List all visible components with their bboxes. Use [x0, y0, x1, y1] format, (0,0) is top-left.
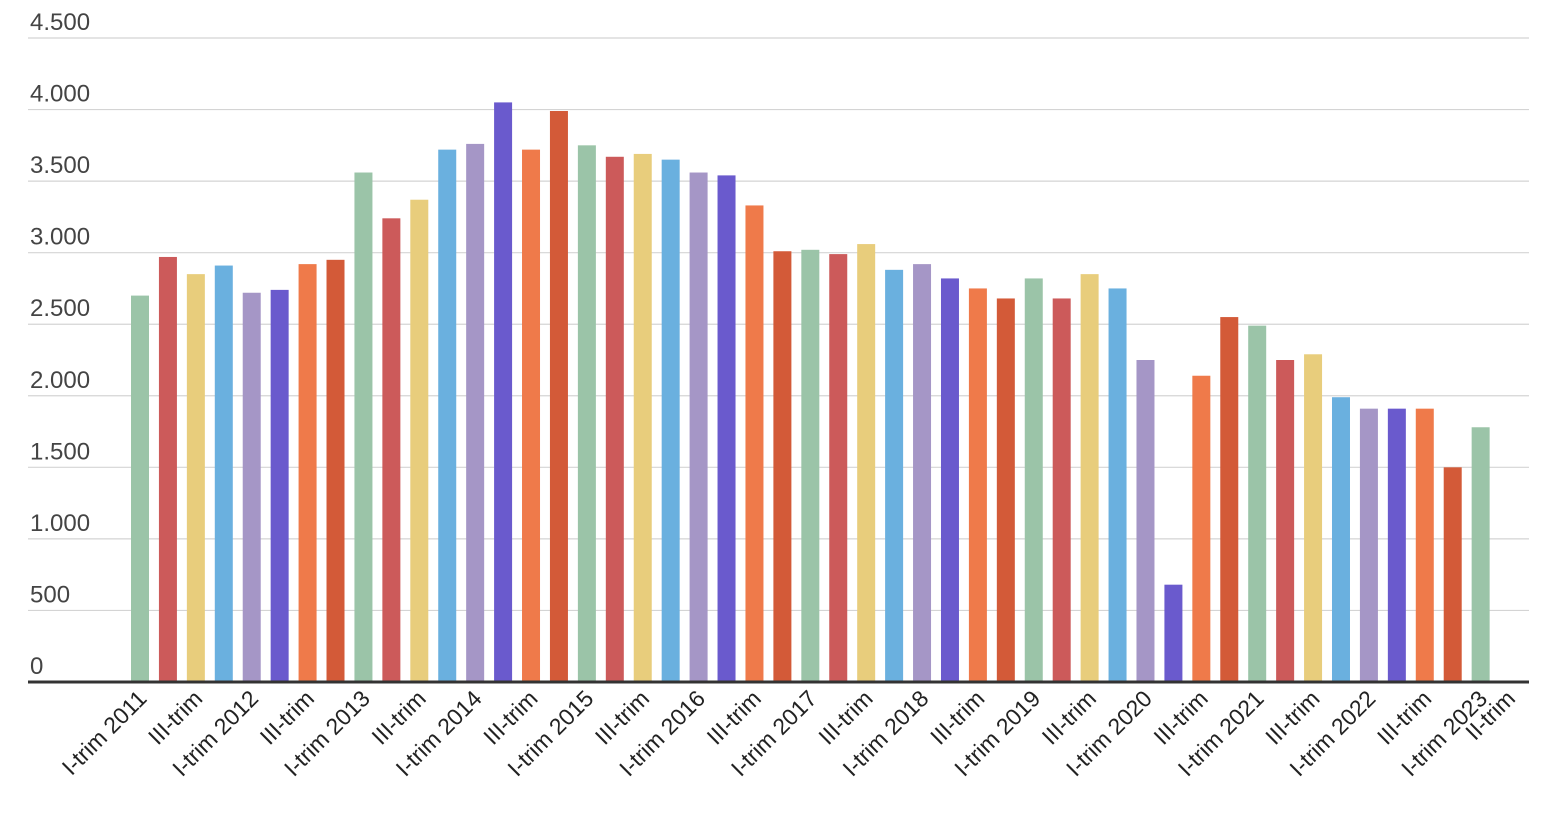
- bar: [270, 289, 289, 682]
- bar: [689, 172, 708, 682]
- bar: [382, 218, 401, 682]
- y-tick-label: 4.000: [30, 81, 90, 108]
- bar: [745, 205, 764, 682]
- y-tick-label: 3.000: [30, 224, 90, 251]
- bar: [1108, 288, 1127, 682]
- bar: [410, 199, 429, 682]
- bar: [857, 244, 876, 682]
- bar: [158, 256, 177, 682]
- y-tick-label: 3.500: [30, 152, 90, 179]
- bar: [494, 102, 513, 682]
- bar: [829, 254, 848, 682]
- y-tick-label: 0: [30, 653, 43, 680]
- y-tick-label: 500: [30, 581, 70, 608]
- bar: [773, 251, 792, 683]
- bar: [131, 295, 149, 682]
- bar: [1276, 360, 1295, 682]
- bar: [1415, 408, 1434, 682]
- y-axis-tick-labels: 0 500 1.000 1.500 2.000 2.500 3.000 3.500 4.000 4…: [30, 9, 90, 680]
- bar: [549, 110, 568, 683]
- x-tick-label: I-trim 2011: [57, 685, 152, 780]
- bar: [1387, 408, 1406, 682]
- bar: [1080, 274, 1099, 682]
- y-tick-label: 1.500: [30, 438, 90, 465]
- bar: [633, 153, 652, 683]
- bar: [186, 274, 205, 682]
- y-tick-label: 1.000: [30, 510, 90, 537]
- bar: [326, 259, 345, 682]
- bar: [1052, 298, 1071, 682]
- bar: [1359, 408, 1378, 682]
- bar: [996, 298, 1015, 682]
- bar: [438, 149, 457, 682]
- bar: [1136, 360, 1155, 682]
- bar: [885, 269, 904, 682]
- bars: [131, 102, 1490, 683]
- bar: [605, 156, 624, 682]
- bar: [466, 143, 485, 682]
- bar: [242, 292, 261, 682]
- bar: [1164, 584, 1183, 682]
- bar: [801, 249, 820, 683]
- bar: [1220, 317, 1239, 682]
- bar: [661, 159, 680, 682]
- bar: [940, 278, 959, 682]
- bar: [1248, 325, 1267, 682]
- bar: [1471, 427, 1490, 682]
- bar: [354, 172, 373, 682]
- y-tick-label: 4.500: [30, 9, 90, 36]
- bar: [1024, 278, 1043, 682]
- bar: [1331, 397, 1350, 682]
- bar: [717, 175, 736, 682]
- bar: [298, 264, 317, 682]
- bar: [1192, 375, 1211, 682]
- bar: [913, 264, 932, 682]
- y-tick-label: 2.500: [30, 295, 90, 322]
- bar: [522, 149, 541, 682]
- bar: [1443, 467, 1462, 682]
- bar: [1304, 354, 1323, 682]
- bar: [577, 145, 596, 682]
- y-tick-label: 2.000: [30, 367, 90, 394]
- bar: [968, 288, 987, 682]
- bar: [214, 265, 233, 682]
